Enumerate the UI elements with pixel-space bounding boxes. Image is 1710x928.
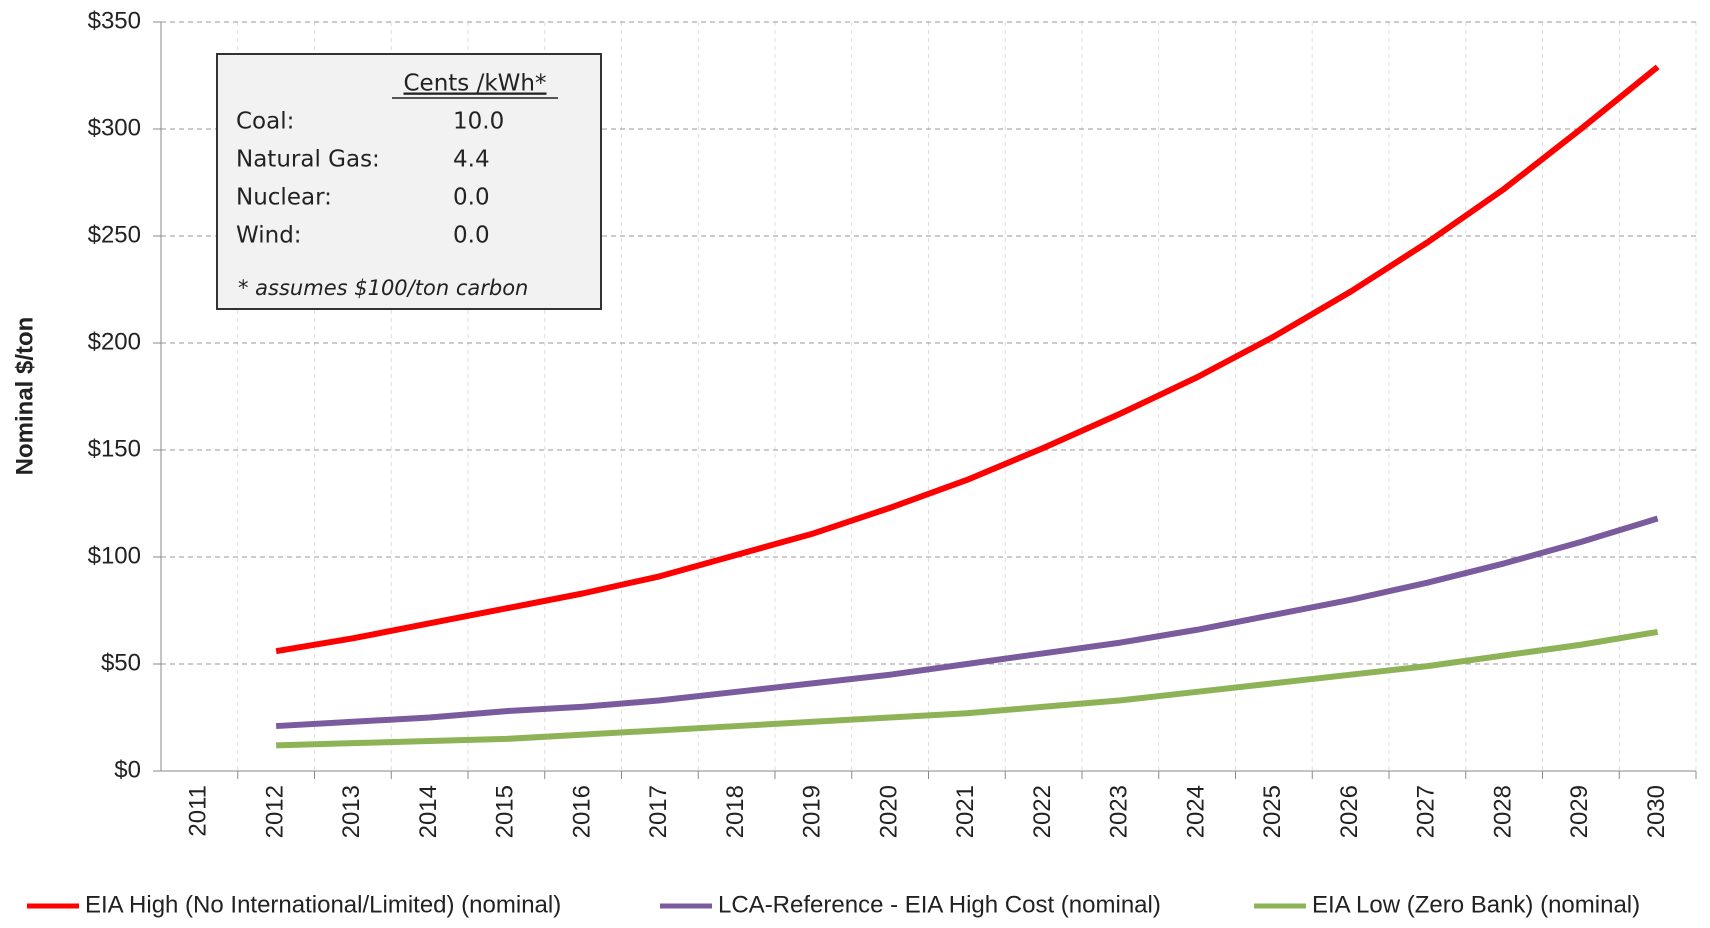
inset-value: 10.0 bbox=[453, 109, 504, 135]
x-tick-label: 2022 bbox=[1029, 785, 1056, 838]
inset-header: Cents /kWh* bbox=[404, 71, 547, 97]
x-tick-label: 2021 bbox=[952, 785, 979, 838]
x-tick-label: 2024 bbox=[1182, 785, 1209, 838]
series-line bbox=[275, 515, 1659, 730]
y-tick-label: $350 bbox=[88, 7, 141, 34]
inset-frame bbox=[216, 53, 602, 310]
y-axis-label: Nominal $/ton bbox=[11, 317, 38, 476]
x-tick-label: 2017 bbox=[645, 785, 672, 838]
x-tick-label: 2012 bbox=[261, 785, 288, 838]
inset-value: 0.0 bbox=[453, 223, 490, 249]
x-tick-label: 2016 bbox=[568, 785, 595, 838]
series-line bbox=[276, 628, 1659, 749]
x-tick-label: 2023 bbox=[1106, 785, 1133, 838]
x-tick-label: 2014 bbox=[415, 785, 442, 838]
x-tick-label: 2025 bbox=[1259, 785, 1286, 838]
x-tick-label: 2013 bbox=[338, 785, 365, 838]
inset-label: Wind: bbox=[236, 223, 302, 249]
y-tick-label: $250 bbox=[88, 221, 141, 248]
x-tick-label: 2018 bbox=[722, 785, 749, 838]
y-tick-label: $150 bbox=[88, 435, 141, 462]
y-tick-label: $300 bbox=[88, 114, 141, 141]
inset-label: Coal: bbox=[236, 109, 294, 135]
legend-label: EIA High (No International/Limited) (nom… bbox=[85, 891, 561, 918]
inset-box: Cents /kWh* Coal: 10.0 Natural Gas: 4.4 … bbox=[216, 53, 602, 310]
inset-label: Natural Gas: bbox=[236, 147, 380, 173]
x-tick-label: 2015 bbox=[492, 785, 519, 838]
y-tick-label: $0 bbox=[114, 756, 141, 783]
x-tick-label: 2026 bbox=[1336, 785, 1363, 838]
y-tick-label: $200 bbox=[88, 328, 141, 355]
inset-value: 4.4 bbox=[453, 147, 490, 173]
x-tick-label: 2029 bbox=[1566, 785, 1593, 838]
x-tick-label: 2027 bbox=[1413, 785, 1440, 838]
x-tick-label: 2020 bbox=[875, 785, 902, 838]
x-tick-label: 2011 bbox=[185, 785, 212, 837]
x-tick-label: 2019 bbox=[799, 785, 826, 838]
legend-label: LCA-Reference - EIA High Cost (nominal) bbox=[718, 891, 1161, 918]
y-tick-label: $50 bbox=[101, 649, 141, 676]
y-tick-label: $100 bbox=[88, 542, 141, 569]
inset-note: * assumes $100/ton carbon bbox=[238, 276, 528, 300]
inset-label: Nuclear: bbox=[236, 185, 332, 211]
legend-label: EIA Low (Zero Bank) (nominal) bbox=[1312, 891, 1640, 918]
series-line bbox=[275, 64, 1660, 655]
x-tick-label: 2028 bbox=[1489, 785, 1516, 838]
inset-value: 0.0 bbox=[453, 185, 490, 211]
x-tick-label: 2030 bbox=[1643, 785, 1670, 838]
